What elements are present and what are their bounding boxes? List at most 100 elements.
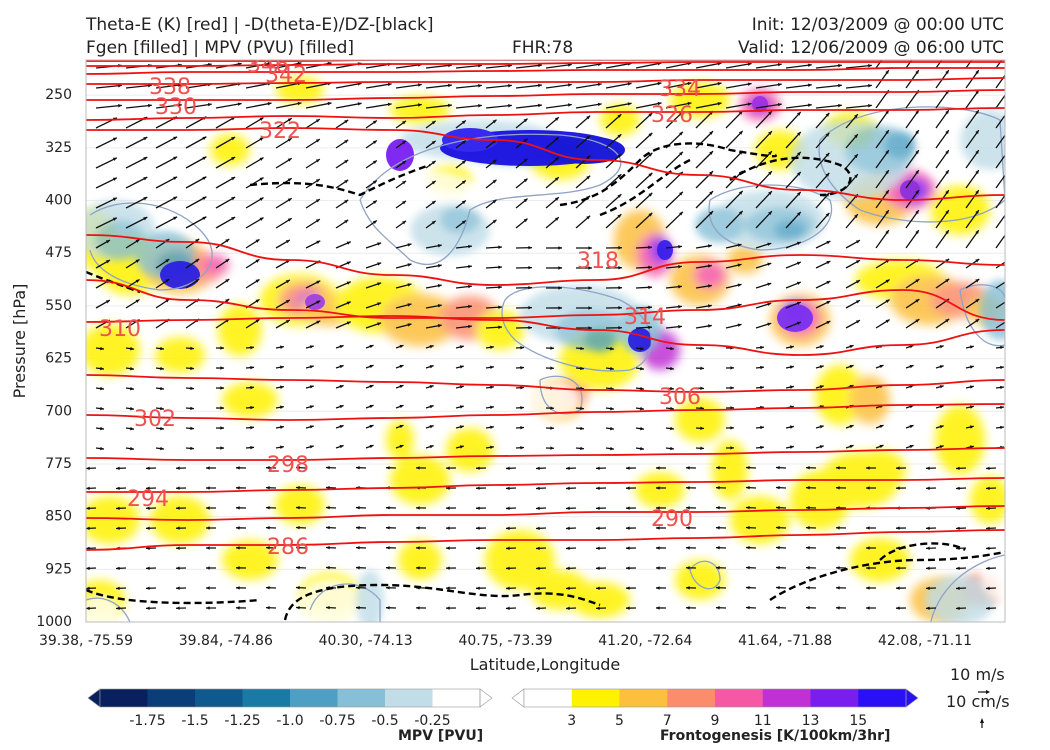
wind-vector-head <box>885 190 889 195</box>
mpv-colorbar-tick: -1.5 <box>181 713 208 729</box>
wind-vector-head <box>1005 259 1009 262</box>
wind-vector-head <box>372 220 377 224</box>
wind-vector-head <box>356 465 360 470</box>
wind-vector <box>695 210 714 229</box>
wind-vector-head <box>939 365 944 369</box>
wind-vector-head <box>738 190 743 195</box>
wind-vector-head <box>915 299 920 303</box>
wind-vector-head <box>402 160 407 165</box>
wind-vector-head <box>280 425 284 429</box>
wind-vector-head <box>130 346 134 351</box>
wind-vector-head <box>506 606 510 611</box>
wind-vector-head <box>626 486 630 490</box>
wind-vector-head <box>416 566 420 570</box>
wind-vector-head <box>416 506 420 510</box>
fgen-colorbar-frame <box>523 688 907 708</box>
wind-vector-head <box>231 177 236 181</box>
wind-vector-head <box>617 214 622 218</box>
wind-vector <box>425 64 452 69</box>
wind-vector-head <box>1005 110 1009 114</box>
wind-vector-head <box>461 220 466 225</box>
wind-vector <box>905 169 920 189</box>
mpv-colorbar-frame <box>99 688 481 708</box>
theta-e-line <box>86 403 1005 421</box>
frontogenesis-cell <box>218 304 262 356</box>
fgen-core <box>442 128 498 152</box>
wind-vector-head <box>468 284 472 289</box>
wind-vector-head <box>165 259 170 263</box>
wind-vector-head <box>315 179 320 183</box>
wind-vector-head <box>386 526 390 530</box>
wind-vector-head <box>461 140 466 145</box>
wind-vector-head <box>789 385 794 389</box>
wind-vector-head <box>280 365 284 369</box>
wind-vector-head <box>536 586 540 591</box>
wind-vector-head <box>939 385 944 389</box>
wind-vector-head <box>1005 70 1009 74</box>
wind-vector-head <box>327 101 332 106</box>
frontogenesis-cell <box>712 440 748 500</box>
wind-vector-head <box>550 406 554 410</box>
dthetae-dz-line <box>879 542 966 561</box>
mpv-cell <box>584 328 616 352</box>
wind-vector-head <box>285 279 290 284</box>
wind-vector <box>965 109 980 129</box>
wind-vector-head <box>461 180 466 185</box>
wind-vector-head <box>266 486 270 490</box>
wind-vector <box>485 64 512 69</box>
wind-vector-head <box>975 130 979 135</box>
wind-vector <box>725 210 744 229</box>
wind-vector-head <box>819 365 824 369</box>
wind-vector-head <box>190 406 194 411</box>
fgen-colorbar-tick: 11 <box>754 713 772 729</box>
wind-vector-head <box>956 606 960 611</box>
wind-vector-head <box>879 444 884 449</box>
wind-vector-head <box>657 81 662 86</box>
wind-vector-head <box>700 386 704 391</box>
wind-vector-head <box>1005 210 1009 214</box>
mpv-cell <box>925 575 995 622</box>
wind-vector-head <box>986 486 990 491</box>
wind-vector-head <box>86 566 90 571</box>
wind-vector-head <box>825 132 830 137</box>
fgen-colorbar-swatch <box>715 689 764 707</box>
wind-vector-head <box>945 210 949 215</box>
wind-vector-head <box>656 546 660 550</box>
wind-vector-head <box>746 605 750 610</box>
wind-vector-head <box>236 586 240 590</box>
wind-vector-head <box>945 258 950 263</box>
wind-vector-head <box>459 385 464 389</box>
wind-vector-head <box>225 279 230 283</box>
wind-vector-head <box>1005 150 1009 154</box>
wind-vector-head <box>344 159 349 164</box>
wind-vector-head <box>678 325 682 329</box>
wind-vector-head <box>202 196 207 201</box>
wind-vector-head <box>86 586 90 591</box>
wind-vector-head <box>143 217 148 221</box>
wind-vector <box>185 196 207 209</box>
wind-vector-head <box>448 103 452 108</box>
wind-vector <box>965 209 980 229</box>
fgen-colorbar-tick: 5 <box>615 713 624 729</box>
wind-vector-head <box>709 211 713 215</box>
wind-vector-head <box>356 545 360 550</box>
wind-vector-head <box>429 345 434 349</box>
wind-vector-head <box>476 466 480 470</box>
wind-vector-head <box>648 112 653 117</box>
wind-vector-head <box>446 486 450 490</box>
wind-vector-head <box>506 586 510 591</box>
wind-vector-head <box>356 565 360 570</box>
wind-vector-head <box>173 176 178 181</box>
wind-vector-head <box>986 506 990 511</box>
wind-vector <box>95 157 118 169</box>
wind-vector-head <box>909 424 914 429</box>
wind-vector-head <box>490 345 494 350</box>
wind-vector-head <box>558 266 562 270</box>
wind-vector-head <box>819 425 824 429</box>
mpv-colorbar-tick: -1.25 <box>224 713 260 729</box>
wind-vector-head <box>586 135 591 140</box>
wind-vector-head <box>617 194 622 198</box>
wind-vector-head <box>648 192 653 197</box>
wind-vector-head <box>956 586 960 591</box>
wind-vector-head <box>648 285 652 290</box>
